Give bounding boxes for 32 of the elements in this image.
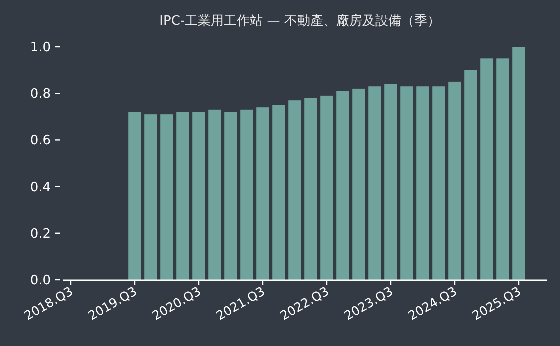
bar [496,58,510,280]
bar [128,112,142,280]
y-tick-label: 0.4 [30,180,51,196]
bar [288,100,302,280]
bar [480,58,494,280]
y-tick-label: 0.6 [30,134,51,149]
bar [208,110,222,280]
bar [256,108,270,280]
bar [384,84,398,280]
bar [336,91,350,280]
bar [160,114,174,280]
bar [416,86,430,280]
bar [368,86,382,280]
bar [512,47,526,280]
bar [400,86,414,280]
bar [304,98,318,280]
bar [176,112,190,280]
y-tick-label: 0.2 [30,226,51,242]
bar [448,82,462,280]
bar [224,112,238,280]
bar [240,110,254,280]
bar [272,105,286,280]
bar [432,86,446,280]
y-tick-label: 0.8 [30,87,51,102]
bar [352,88,366,280]
y-tick-label: 1.0 [30,40,51,56]
bar [464,70,478,280]
bar [320,96,334,280]
chart-title: IPC-工業用工作站 — 不動產、廠房及設備（季） [160,13,440,29]
y-tick-label: 0.0 [30,274,51,288]
bar [144,114,158,280]
bar [192,112,206,280]
